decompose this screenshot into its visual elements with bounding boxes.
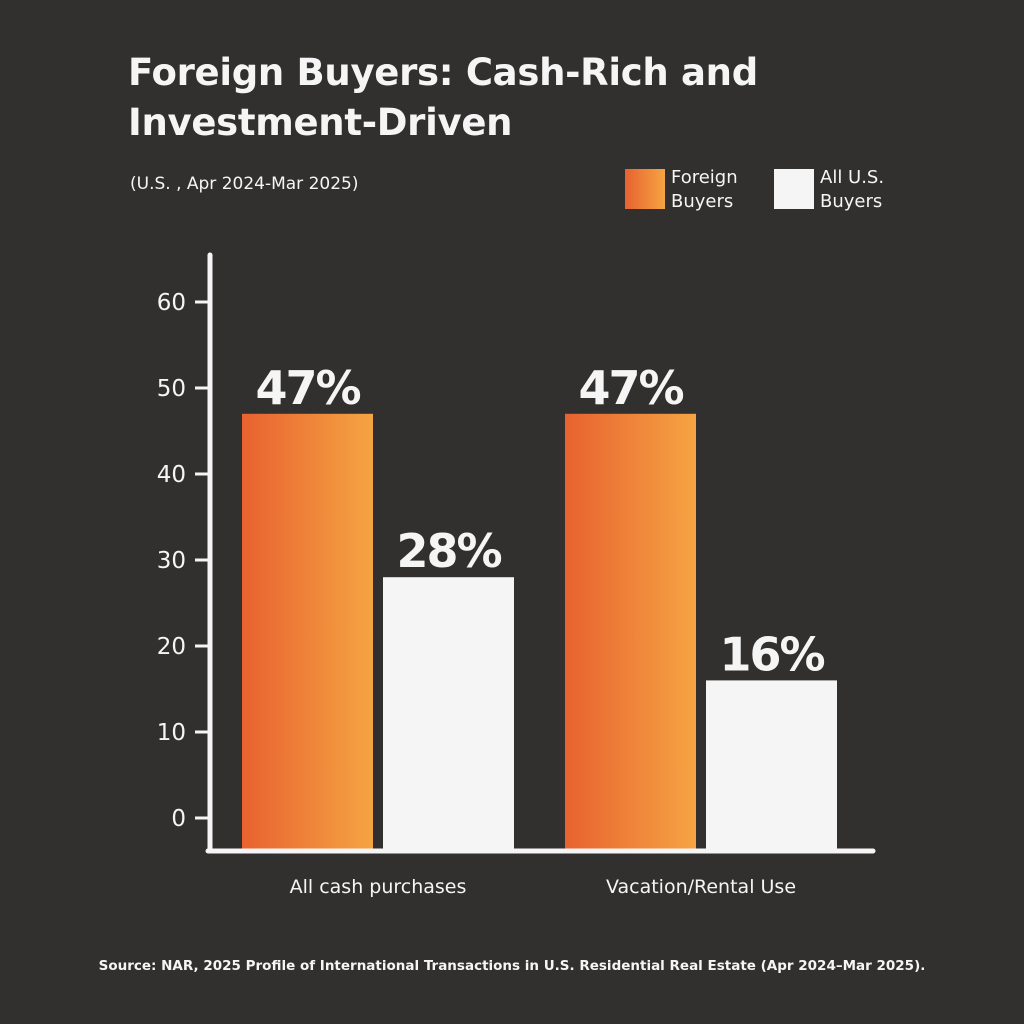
title-line-2: Investment-Driven	[128, 101, 513, 144]
bar-foreign	[242, 413, 373, 850]
bar-foreign	[565, 413, 696, 850]
legend-label: Buyers	[671, 191, 734, 212]
y-tick-label: 0	[171, 806, 186, 832]
y-tick-label: 50	[157, 376, 186, 402]
x-category-label: All cash purchases	[290, 876, 467, 898]
legend-label: All U.S.	[820, 167, 885, 188]
bar-all-us	[706, 680, 837, 850]
data-label: 47%	[255, 361, 360, 415]
y-tick-label: 60	[157, 290, 186, 316]
legend-swatch-foreign	[625, 169, 665, 209]
y-tick-label: 20	[157, 634, 186, 660]
y-tick-label: 10	[157, 720, 186, 746]
chart-subtitle: (U.S. , Apr 2024-Mar 2025)	[130, 174, 359, 194]
legend-label: Foreign	[671, 167, 738, 188]
data-label: 16%	[719, 627, 824, 681]
chart-title: Foreign Buyers: Cash-Rich and Investment…	[128, 48, 758, 148]
data-label: 47%	[578, 361, 683, 415]
legend-label: Buyers	[820, 191, 883, 212]
legend-item-all-us-buyers: All U.S. Buyers	[774, 166, 884, 214]
bar-all-us	[383, 577, 514, 850]
y-tick-label: 40	[157, 462, 186, 488]
legend-item-foreign-buyers: Foreign Buyers	[625, 166, 738, 214]
x-category-label: Vacation/Rental Use	[606, 876, 796, 898]
data-label: 28%	[396, 524, 501, 578]
source-note: Source: NAR, 2025 Profile of Internation…	[98, 958, 926, 974]
y-tick-label: 30	[157, 548, 186, 574]
title-line-1: Foreign Buyers: Cash-Rich and	[128, 51, 758, 94]
legend-swatch-all-us	[774, 169, 814, 209]
